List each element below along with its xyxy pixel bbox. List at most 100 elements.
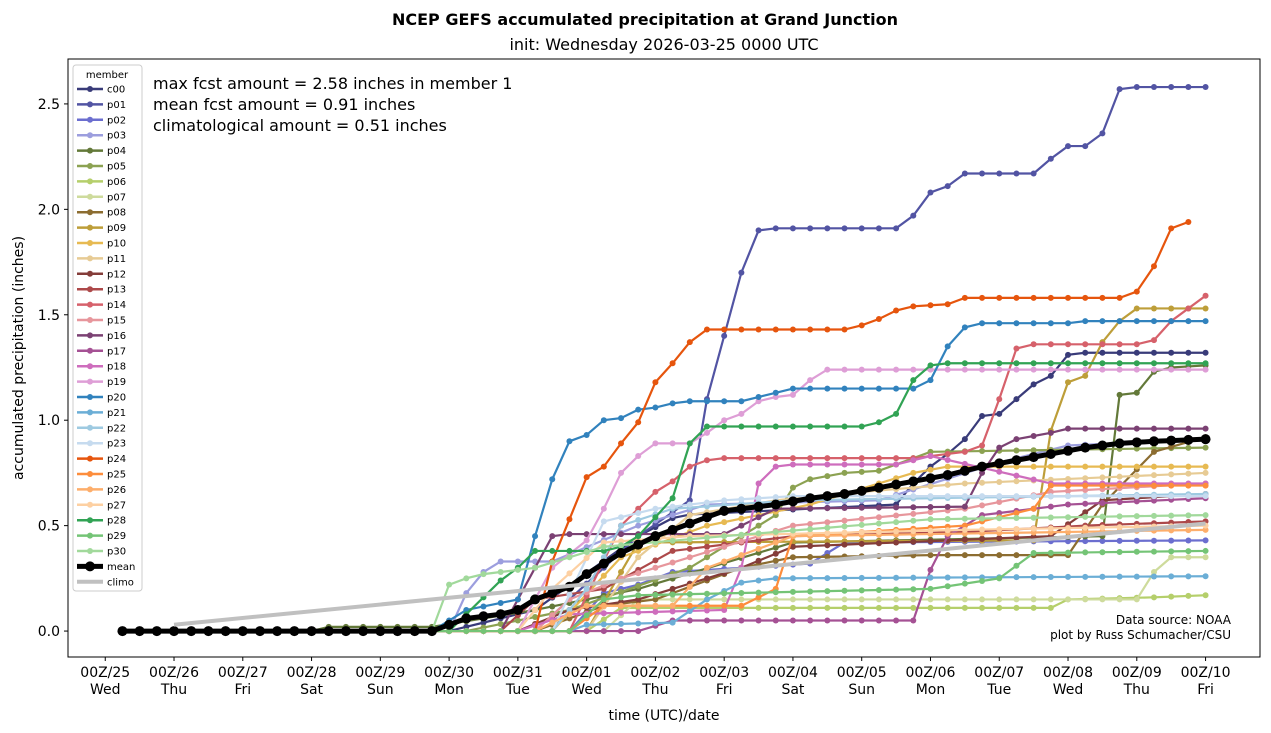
data-point-p29 (669, 591, 676, 598)
data-point-p14 (1013, 345, 1020, 352)
data-point-p28 (497, 577, 504, 584)
data-point-p03 (669, 512, 676, 519)
data-point-mean (908, 476, 919, 487)
data-point-p10 (738, 515, 745, 522)
data-point-p23 (944, 493, 951, 500)
series-line-p01 (122, 85, 1206, 633)
data-point-p30 (1168, 512, 1175, 519)
data-point-p17 (927, 566, 934, 573)
data-point-p11 (1185, 470, 1192, 477)
data-point-p07 (1013, 596, 1020, 603)
data-point-p06 (893, 604, 900, 611)
data-point-p09 (703, 539, 710, 546)
legend-label-p08: p08 (107, 208, 126, 219)
data-point-p11 (961, 480, 968, 487)
data-point-p29 (875, 587, 882, 594)
data-point-p19 (961, 366, 968, 373)
data-point-p19 (703, 429, 710, 436)
data-point-p21 (738, 579, 745, 586)
data-point-p17 (824, 617, 831, 624)
legend-label-p20: p20 (107, 393, 126, 404)
data-point-p08 (566, 615, 573, 622)
data-point-mean (839, 489, 850, 500)
data-point-p01 (893, 225, 900, 232)
data-point-p20 (875, 385, 882, 392)
data-point-p11 (910, 484, 917, 491)
data-point-p21 (1185, 573, 1192, 580)
x-tick-day: Fri (234, 682, 251, 698)
data-point-p29 (996, 575, 1003, 582)
y-axis: 0.0 0.5 1.0 1.5 2.0 2.5 (38, 97, 68, 640)
data-point-p20 (703, 398, 710, 405)
data-point-p17 (583, 628, 590, 635)
data-point-p18 (944, 456, 951, 463)
data-point-p19 (1013, 366, 1020, 373)
data-point-p23 (1116, 493, 1123, 500)
data-point-p18 (789, 461, 796, 468)
data-point-p25 (1116, 482, 1123, 489)
chart-title: NCEP GEFS accumulated precipitation at G… (392, 10, 898, 29)
data-point-p16 (1150, 425, 1157, 432)
data-point-p28 (686, 440, 693, 447)
data-point-p20 (721, 398, 728, 405)
data-point-p28 (807, 423, 814, 430)
x-tick-label: 00Z/30 (424, 665, 474, 681)
data-point-p17 (893, 617, 900, 624)
series-climo (173, 521, 1206, 627)
data-point-p15 (893, 512, 900, 519)
data-point-p07 (807, 596, 814, 603)
data-point-p14 (944, 450, 951, 457)
data-point-p13 (652, 557, 659, 564)
data-point-p21 (635, 620, 642, 627)
data-point-p05 (686, 564, 693, 571)
data-point-p01 (1168, 84, 1175, 91)
data-point-p14 (789, 455, 796, 462)
data-point-p21 (618, 620, 625, 627)
data-point-p23 (893, 493, 900, 500)
data-point-p28 (893, 410, 900, 417)
data-point-p19 (1185, 366, 1192, 373)
legend-marker-p24 (87, 455, 93, 462)
data-point-p03 (514, 558, 521, 565)
data-point-p29 (1168, 548, 1175, 555)
data-point-p27 (824, 530, 831, 537)
data-point-p16 (893, 504, 900, 511)
data-point-p05 (1185, 444, 1192, 451)
data-point-p28 (944, 360, 951, 367)
data-point-p28 (1150, 360, 1157, 367)
data-point-mean (1183, 434, 1194, 445)
data-point-p12 (635, 596, 642, 603)
data-point-p12 (875, 540, 882, 547)
data-point-p10 (1185, 463, 1192, 470)
data-point-p28 (532, 547, 539, 554)
x-tick-day: Sat (300, 682, 323, 698)
data-point-p05 (927, 448, 934, 455)
data-point-p06 (600, 616, 607, 623)
data-point-p14 (1116, 341, 1123, 348)
data-point-p27 (1065, 525, 1072, 532)
data-point-p01 (824, 225, 831, 232)
data-point-p12 (927, 538, 934, 545)
data-point-p01 (807, 225, 814, 232)
data-point-p17 (618, 628, 625, 635)
data-point-p25 (686, 602, 693, 609)
data-point-p30 (772, 528, 779, 535)
data-point-p18 (927, 453, 934, 460)
data-point-c00 (1013, 396, 1020, 403)
data-point-p29 (1082, 549, 1089, 556)
data-point-p23 (1168, 493, 1175, 500)
data-point-p14 (961, 448, 968, 455)
data-point-p24 (755, 326, 762, 333)
data-point-p23 (1202, 493, 1209, 500)
data-point-mean (942, 470, 953, 481)
data-point-p21 (772, 575, 779, 582)
data-point-p08 (944, 552, 951, 559)
data-point-p29 (858, 587, 865, 594)
data-point-p06 (789, 604, 796, 611)
data-point-p11 (1065, 475, 1072, 482)
data-point-p25 (721, 602, 728, 609)
y-tick-label: 1.5 (38, 308, 60, 324)
data-point-mean (650, 531, 661, 542)
data-point-mean (392, 626, 403, 637)
